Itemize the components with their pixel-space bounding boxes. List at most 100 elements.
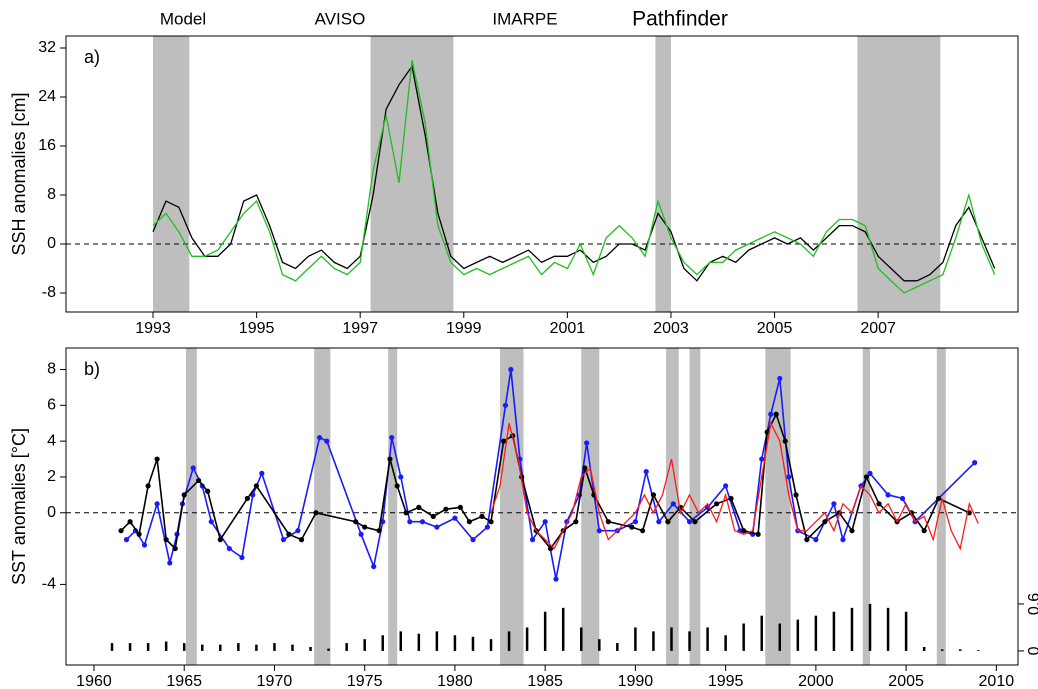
data-point [656,519,662,525]
y-tick-label: 0 [47,504,56,521]
data-point [154,501,160,507]
y-axis-title: SSH anomalies [cm] [9,92,29,255]
data-point [885,492,891,498]
data-point [741,528,747,534]
data-point [387,456,393,462]
x-tick-label: 1997 [342,320,378,337]
data-point [398,474,404,480]
x-tick-label: 1980 [437,673,473,689]
data-point [484,524,491,530]
data-point [935,495,942,502]
shaded-period [186,348,197,665]
data-point [867,470,873,476]
data-point [542,519,548,525]
plot-area [66,348,1018,665]
data-point [324,438,330,444]
x-tick-label: 1995 [239,320,275,337]
plot-frame [65,347,1019,666]
y-tick-label: -4 [42,576,56,593]
data-point [430,513,436,519]
data-point [813,537,819,543]
panel-label: b) [84,359,100,379]
data-point [921,528,927,534]
legend-entry: AVISO [315,9,366,28]
data-point [629,524,635,530]
data-point [457,504,463,510]
y2-tick-label: 0.6 [1026,593,1038,615]
x-tick-label: 2005 [888,673,924,689]
data-point [479,513,485,519]
x-tick-label: 2007 [860,320,896,337]
series-line [152,64,996,282]
series-line [152,60,996,294]
legend-entry: IMARPE [492,9,557,28]
data-point [782,438,788,444]
data-point [488,519,494,525]
data-point [777,375,783,382]
data-point [286,531,292,537]
data-point [371,563,377,570]
data-point [755,531,761,537]
data-point [640,528,646,534]
shaded-period [500,348,524,665]
data-point [831,501,837,507]
plot-frame [65,35,1019,313]
data-point [573,519,579,525]
x-tick-label: 1993 [135,320,171,337]
data-point [434,524,440,530]
data-point [362,524,368,530]
data-point [650,492,657,498]
y-tick-label: 6 [47,397,56,414]
x-tick-label: 2010 [979,673,1015,689]
y-tick-label: 8 [47,186,56,203]
data-point [723,483,729,489]
data-point [501,438,507,444]
panel-label: a) [84,47,100,67]
y-tick-label: 4 [47,432,56,449]
data-point [394,483,400,489]
data-point [686,519,693,525]
x-tick-label: 1970 [257,673,293,689]
data-point [876,501,882,507]
data-point [172,545,178,552]
y-tick-label: 2 [47,468,56,485]
data-point [529,537,536,543]
data-point [145,483,151,489]
data-point [208,519,214,525]
data-point [553,576,559,582]
data-point [849,528,855,534]
legend-entry: Pathfinder [632,8,728,31]
data-point [403,510,409,516]
shaded-period [581,348,600,665]
data-point [253,483,259,489]
data-point [863,474,870,480]
data-point [692,519,698,525]
x-tick-label: 1965 [166,673,202,689]
data-point [643,468,649,475]
y2-tick-label: 0 [1026,646,1038,655]
data-point [217,537,223,543]
plot-area [66,36,1018,312]
data-point [972,460,978,466]
data-point [759,456,765,462]
data-point [313,510,319,516]
data-point [670,501,676,507]
y-tick-label: 24 [38,88,56,105]
data-point [298,537,305,543]
data-point [259,470,265,476]
shaded-period [314,348,331,665]
x-tick-label: 1995 [708,673,744,689]
data-point [582,465,588,471]
data-point [714,501,720,507]
data-point [470,537,476,543]
data-point [822,519,828,525]
data-point [190,465,196,471]
x-tick-label: 1990 [618,673,654,689]
data-point [196,477,202,484]
data-point [452,515,458,521]
x-tick-label: 2000 [798,673,834,689]
x-tick-label: 2001 [550,320,586,337]
data-point [154,456,160,462]
data-point [123,537,130,543]
